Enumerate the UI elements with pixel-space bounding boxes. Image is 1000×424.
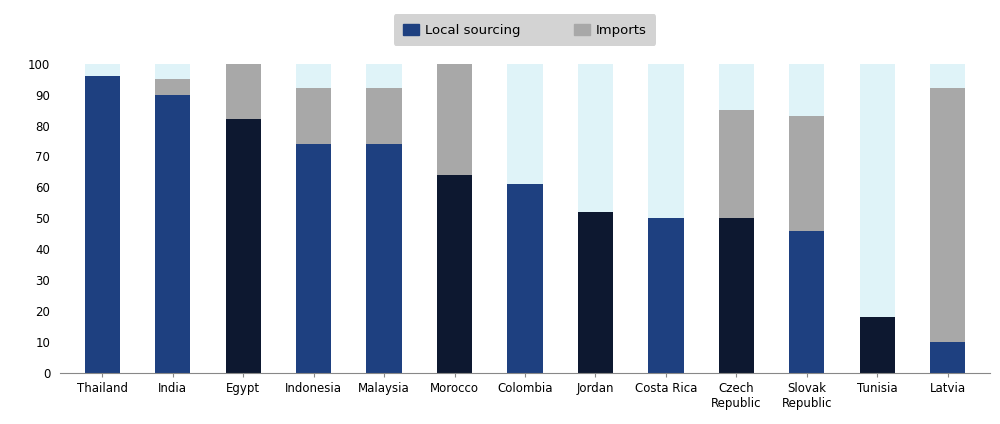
Bar xyxy=(85,64,120,373)
Bar xyxy=(578,212,613,373)
Bar xyxy=(155,95,190,373)
Bar xyxy=(296,144,331,373)
Bar xyxy=(366,88,402,144)
Bar xyxy=(719,218,754,373)
Bar xyxy=(437,175,472,373)
Bar xyxy=(85,76,120,373)
Bar xyxy=(437,64,472,175)
Bar xyxy=(366,144,402,373)
Bar xyxy=(226,64,261,373)
Bar xyxy=(366,64,402,373)
Bar xyxy=(719,64,754,373)
Bar xyxy=(860,318,895,373)
Bar xyxy=(155,64,190,373)
Bar xyxy=(226,64,261,119)
Bar xyxy=(789,116,824,231)
Legend: Local sourcing, Imports: Local sourcing, Imports xyxy=(394,14,656,46)
Bar xyxy=(719,110,754,218)
Bar xyxy=(789,64,824,373)
Bar xyxy=(860,64,895,373)
Bar xyxy=(930,64,965,373)
Bar xyxy=(578,64,613,373)
Bar xyxy=(296,88,331,144)
Bar xyxy=(648,64,684,373)
Bar xyxy=(507,184,543,373)
Bar xyxy=(296,64,331,373)
Bar xyxy=(648,218,684,373)
Bar xyxy=(930,342,965,373)
Bar xyxy=(507,64,543,373)
Bar xyxy=(226,119,261,373)
Bar xyxy=(437,64,472,373)
Bar xyxy=(789,231,824,373)
Bar xyxy=(155,79,190,95)
Bar xyxy=(930,88,965,342)
